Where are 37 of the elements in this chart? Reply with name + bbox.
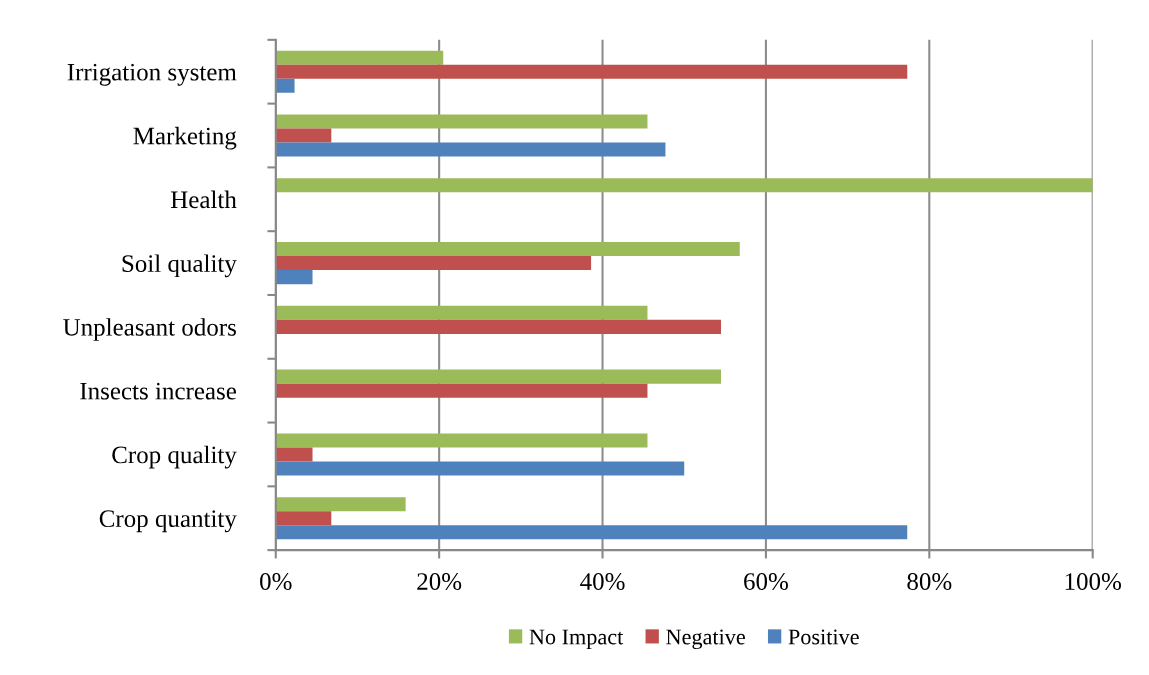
y-tick-label: Crop quantity bbox=[99, 510, 237, 533]
bar bbox=[275, 78, 295, 93]
bar bbox=[275, 50, 444, 65]
x-tick-label: 100% bbox=[1065, 573, 1122, 591]
bar bbox=[275, 447, 313, 462]
bar bbox=[275, 256, 592, 271]
bar bbox=[275, 114, 648, 129]
x-tick-label: 60% bbox=[744, 573, 788, 591]
bar bbox=[275, 461, 685, 476]
bar bbox=[275, 178, 1093, 193]
bar bbox=[275, 383, 648, 398]
bar bbox=[275, 305, 648, 320]
y-tick-label: Soil quality bbox=[122, 254, 237, 278]
bar bbox=[275, 511, 332, 526]
bar bbox=[275, 319, 721, 334]
bar bbox=[275, 369, 721, 384]
bar bbox=[275, 497, 406, 512]
y-tick-label: Marketing bbox=[133, 126, 237, 150]
y-tick-label: Health bbox=[170, 190, 237, 209]
y-tick-label: Insects increase bbox=[80, 382, 236, 400]
bar bbox=[275, 64, 908, 79]
bar bbox=[275, 128, 332, 143]
bar bbox=[275, 525, 908, 540]
y-tick-label: Crop quality bbox=[112, 445, 237, 469]
x-tick-label: 40% bbox=[580, 573, 625, 591]
y-tick-label: Unpleasant odors bbox=[63, 318, 236, 341]
legend-label: No Impact bbox=[529, 629, 624, 649]
bar bbox=[275, 142, 666, 157]
legend-label: Negative bbox=[666, 629, 745, 650]
x-tick-label: 80% bbox=[907, 573, 952, 591]
x-tick-label: 20% bbox=[417, 573, 462, 591]
x-tick-label: 0% bbox=[260, 573, 292, 591]
legend-label: Positive bbox=[788, 629, 859, 645]
bar bbox=[275, 433, 648, 448]
bar bbox=[275, 242, 740, 257]
bar bbox=[275, 270, 313, 285]
y-tick-label: Irrigation system bbox=[67, 63, 237, 86]
